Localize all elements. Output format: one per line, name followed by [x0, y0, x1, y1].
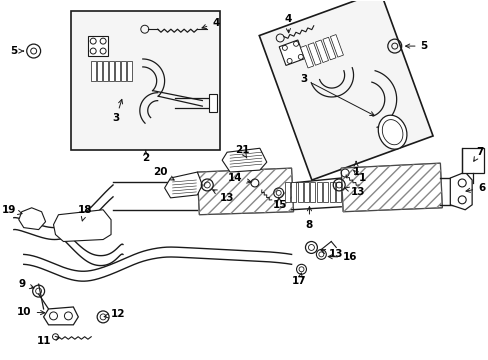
Polygon shape — [300, 45, 313, 68]
Bar — [461, 148, 483, 173]
Polygon shape — [323, 182, 327, 202]
Polygon shape — [43, 307, 78, 325]
Polygon shape — [91, 61, 96, 81]
Text: 17: 17 — [292, 273, 306, 286]
Text: 6: 6 — [465, 183, 485, 193]
Polygon shape — [222, 148, 266, 172]
Polygon shape — [19, 208, 45, 230]
Text: 13: 13 — [212, 190, 234, 203]
Text: 8: 8 — [305, 207, 312, 230]
Text: 10: 10 — [17, 307, 44, 317]
Text: 14: 14 — [227, 173, 251, 183]
Polygon shape — [297, 182, 302, 202]
Polygon shape — [329, 182, 334, 202]
Ellipse shape — [382, 120, 402, 145]
Polygon shape — [164, 172, 202, 198]
Text: 20: 20 — [153, 167, 174, 180]
Polygon shape — [290, 182, 295, 202]
Polygon shape — [103, 61, 108, 81]
Polygon shape — [336, 182, 341, 202]
Text: 2: 2 — [142, 150, 149, 163]
Text: 7: 7 — [473, 147, 483, 161]
Text: 9: 9 — [19, 279, 34, 289]
Polygon shape — [449, 172, 471, 210]
Text: 13: 13 — [344, 187, 365, 197]
Polygon shape — [121, 61, 126, 81]
Polygon shape — [259, 0, 432, 180]
Text: 13: 13 — [321, 249, 343, 260]
Text: 19: 19 — [1, 205, 22, 215]
Text: 16: 16 — [327, 252, 357, 262]
Polygon shape — [341, 163, 442, 212]
Polygon shape — [316, 182, 321, 202]
Text: 21: 21 — [234, 145, 249, 158]
Bar — [71, 12, 220, 150]
Text: 3: 3 — [112, 99, 122, 123]
Text: 4: 4 — [284, 14, 291, 33]
Text: 4: 4 — [202, 18, 219, 28]
Polygon shape — [304, 182, 308, 202]
Polygon shape — [109, 61, 114, 81]
Text: 5: 5 — [405, 41, 427, 51]
Text: 18: 18 — [78, 205, 92, 221]
Polygon shape — [53, 210, 111, 242]
Polygon shape — [315, 40, 328, 63]
Polygon shape — [127, 61, 132, 81]
Text: 11: 11 — [37, 336, 60, 346]
Polygon shape — [279, 40, 304, 66]
Text: 15: 15 — [272, 197, 286, 210]
Polygon shape — [88, 36, 108, 56]
Polygon shape — [197, 168, 293, 215]
Text: 12: 12 — [104, 309, 125, 319]
Polygon shape — [115, 61, 120, 81]
Polygon shape — [307, 43, 321, 65]
Polygon shape — [322, 37, 335, 60]
Text: 1: 1 — [352, 161, 359, 177]
Polygon shape — [330, 35, 343, 57]
Polygon shape — [97, 61, 102, 81]
Polygon shape — [284, 182, 289, 202]
Polygon shape — [209, 94, 217, 112]
Polygon shape — [310, 182, 315, 202]
Text: 5: 5 — [11, 46, 23, 56]
Text: 1: 1 — [353, 171, 366, 183]
Text: 3: 3 — [299, 74, 373, 116]
Ellipse shape — [378, 115, 406, 149]
